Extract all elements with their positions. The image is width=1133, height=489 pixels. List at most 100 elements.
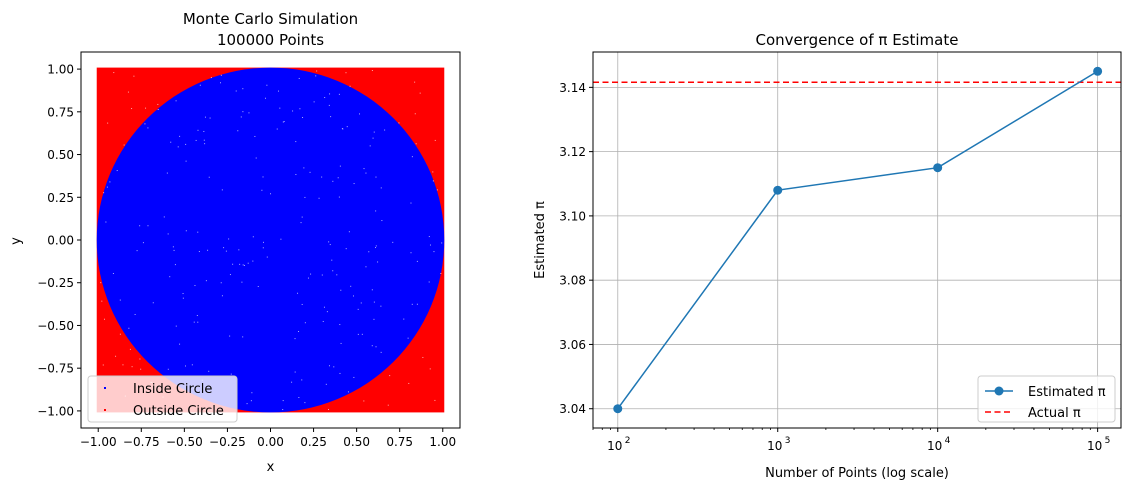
line-y-tick-label: 3.12 [559, 145, 586, 159]
sampling-gap-speckle [416, 303, 418, 305]
line-y-tick-label: 3.08 [559, 274, 586, 288]
sampling-gap-speckle [199, 84, 201, 86]
sampling-gap-speckle [147, 225, 149, 227]
scatter-x-tick-label: −0.25 [209, 435, 246, 449]
sampling-gap-speckle [157, 109, 159, 111]
line-y-tick-label: 3.10 [559, 209, 586, 223]
sampling-gap-speckle [129, 348, 131, 350]
sampling-gap-speckle [208, 176, 210, 178]
sampling-gap-speckle [177, 146, 179, 148]
sampling-gap-speckle [204, 116, 206, 118]
sampling-gap-speckle [328, 241, 330, 243]
sampling-gap-speckle [295, 174, 297, 176]
sampling-gap-speckle [304, 402, 306, 404]
sampling-gap-speckle [139, 225, 141, 227]
sampling-gap-speckle [142, 242, 144, 244]
sampling-gap-speckle [368, 251, 370, 253]
sampling-gap-speckle [298, 397, 300, 399]
sampling-gap-speckle [228, 238, 230, 240]
sampling-gap-speckle [127, 91, 129, 93]
sampling-gap-speckle [197, 321, 199, 323]
sampling-gap-speckle [325, 383, 327, 385]
sampling-gap-speckle [332, 180, 334, 182]
sampling-gap-speckle [152, 302, 154, 304]
sampling-gap-speckle [301, 303, 303, 305]
sampling-gap-speckle [194, 285, 196, 287]
sampling-gap-speckle [262, 247, 264, 249]
sampling-gap-speckle [262, 176, 264, 178]
sampling-gap-speckle [239, 263, 241, 265]
estimated-pi-points [613, 66, 1103, 414]
sampling-gap-speckle [340, 289, 342, 291]
sampling-gap-speckle [373, 131, 375, 133]
sampling-gap-speckle [182, 297, 184, 299]
sampling-gap-speckle [191, 364, 193, 366]
sampling-gap-speckle [204, 143, 206, 145]
sampling-gap-speckle [261, 189, 263, 191]
sampling-gap-speckle [414, 81, 416, 83]
sampling-gap-speckle [116, 170, 118, 172]
sampling-gap-speckle [369, 145, 371, 147]
sampling-gap-speckle [329, 244, 331, 246]
sampling-gap-speckle [322, 320, 324, 322]
scatter-x-tick-label: 0.25 [300, 435, 327, 449]
sampling-gap-speckle [248, 112, 250, 114]
sampling-gap-speckle [345, 248, 347, 250]
sampling-gap-speckle [389, 375, 391, 377]
sampling-gap-speckle [210, 77, 212, 79]
sampling-gap-speckle [270, 193, 272, 195]
scatter-y-tick-label: 0.50 [47, 148, 74, 162]
sampling-gap-speckle [365, 266, 367, 268]
sampling-gap-speckle [107, 122, 109, 124]
sampling-gap-speckle [257, 286, 259, 288]
sampling-gap-speckle [179, 135, 181, 137]
sampling-gap-speckle [316, 70, 318, 72]
sampling-gap-speckle [330, 116, 332, 118]
scatter-x-tick-label: 0.00 [257, 435, 284, 449]
sampling-gap-speckle [440, 272, 442, 274]
sampling-gap-speckle [167, 233, 169, 235]
sampling-gap-speckle [229, 274, 231, 276]
sampling-gap-speckle [105, 221, 107, 223]
sampling-gap-speckle [324, 97, 326, 99]
sampling-gap-speckle [380, 305, 382, 307]
sampling-gap-speckle [363, 400, 365, 402]
sampling-gap-speckle [327, 409, 329, 411]
sampling-gap-speckle [102, 364, 104, 366]
sampling-gap-speckle [408, 382, 410, 384]
scatter-y-ticks: −1.00 −0.75 −0.50 −0.25 0.00 0.25 0.50 0.75 1.00 [37, 63, 81, 418]
scatter-y-tick-label: 0.25 [47, 191, 74, 205]
scatter-y-tick-label: 0.00 [47, 234, 74, 248]
sampling-gap-speckle [348, 231, 350, 233]
scatter-title-line-1: Monte Carlo Simulation [183, 10, 358, 28]
sampling-gap-speckle [235, 90, 237, 92]
sampling-gap-speckle [232, 263, 234, 265]
sampling-gap-speckle [387, 404, 389, 406]
sampling-gap-speckle [381, 220, 383, 222]
sampling-gap-speckle [309, 171, 311, 173]
sampling-gap-speckle [353, 376, 355, 378]
sampling-gap-speckle [282, 400, 284, 402]
sampling-gap-speckle [304, 196, 306, 198]
line-y-tick-label: 3.14 [559, 81, 586, 95]
line-x-label: Number of Points (log scale) [765, 466, 949, 481]
sampling-gap-speckle [119, 299, 121, 301]
sampling-gap-speckle [279, 107, 281, 109]
sampling-gap-speckle [122, 364, 124, 366]
sampling-gap-speckle [145, 107, 147, 109]
sampling-gap-speckle [338, 93, 340, 95]
sampling-gap-speckle [336, 274, 338, 276]
scatter-x-ticks: −1.00 −0.75 −0.50 −0.25 0.00 0.25 0.50 0.75 1.00 [80, 428, 456, 449]
line-axes-frame [592, 51, 1122, 429]
scatter-y-tick-label: −1.00 [37, 404, 74, 418]
scatter-x-tick-label: 0.75 [386, 435, 413, 449]
sampling-gap-speckle [392, 241, 394, 243]
sampling-gap-speckle [328, 104, 330, 106]
sampling-gap-speckle [353, 183, 355, 185]
estimated-pi-point [773, 185, 783, 195]
sampling-gap-speckle [197, 129, 199, 131]
sampling-gap-speckle [115, 355, 117, 357]
inside-circle-region [96, 67, 445, 413]
sampling-gap-speckle [255, 157, 257, 159]
sampling-gap-speckle [342, 128, 344, 130]
